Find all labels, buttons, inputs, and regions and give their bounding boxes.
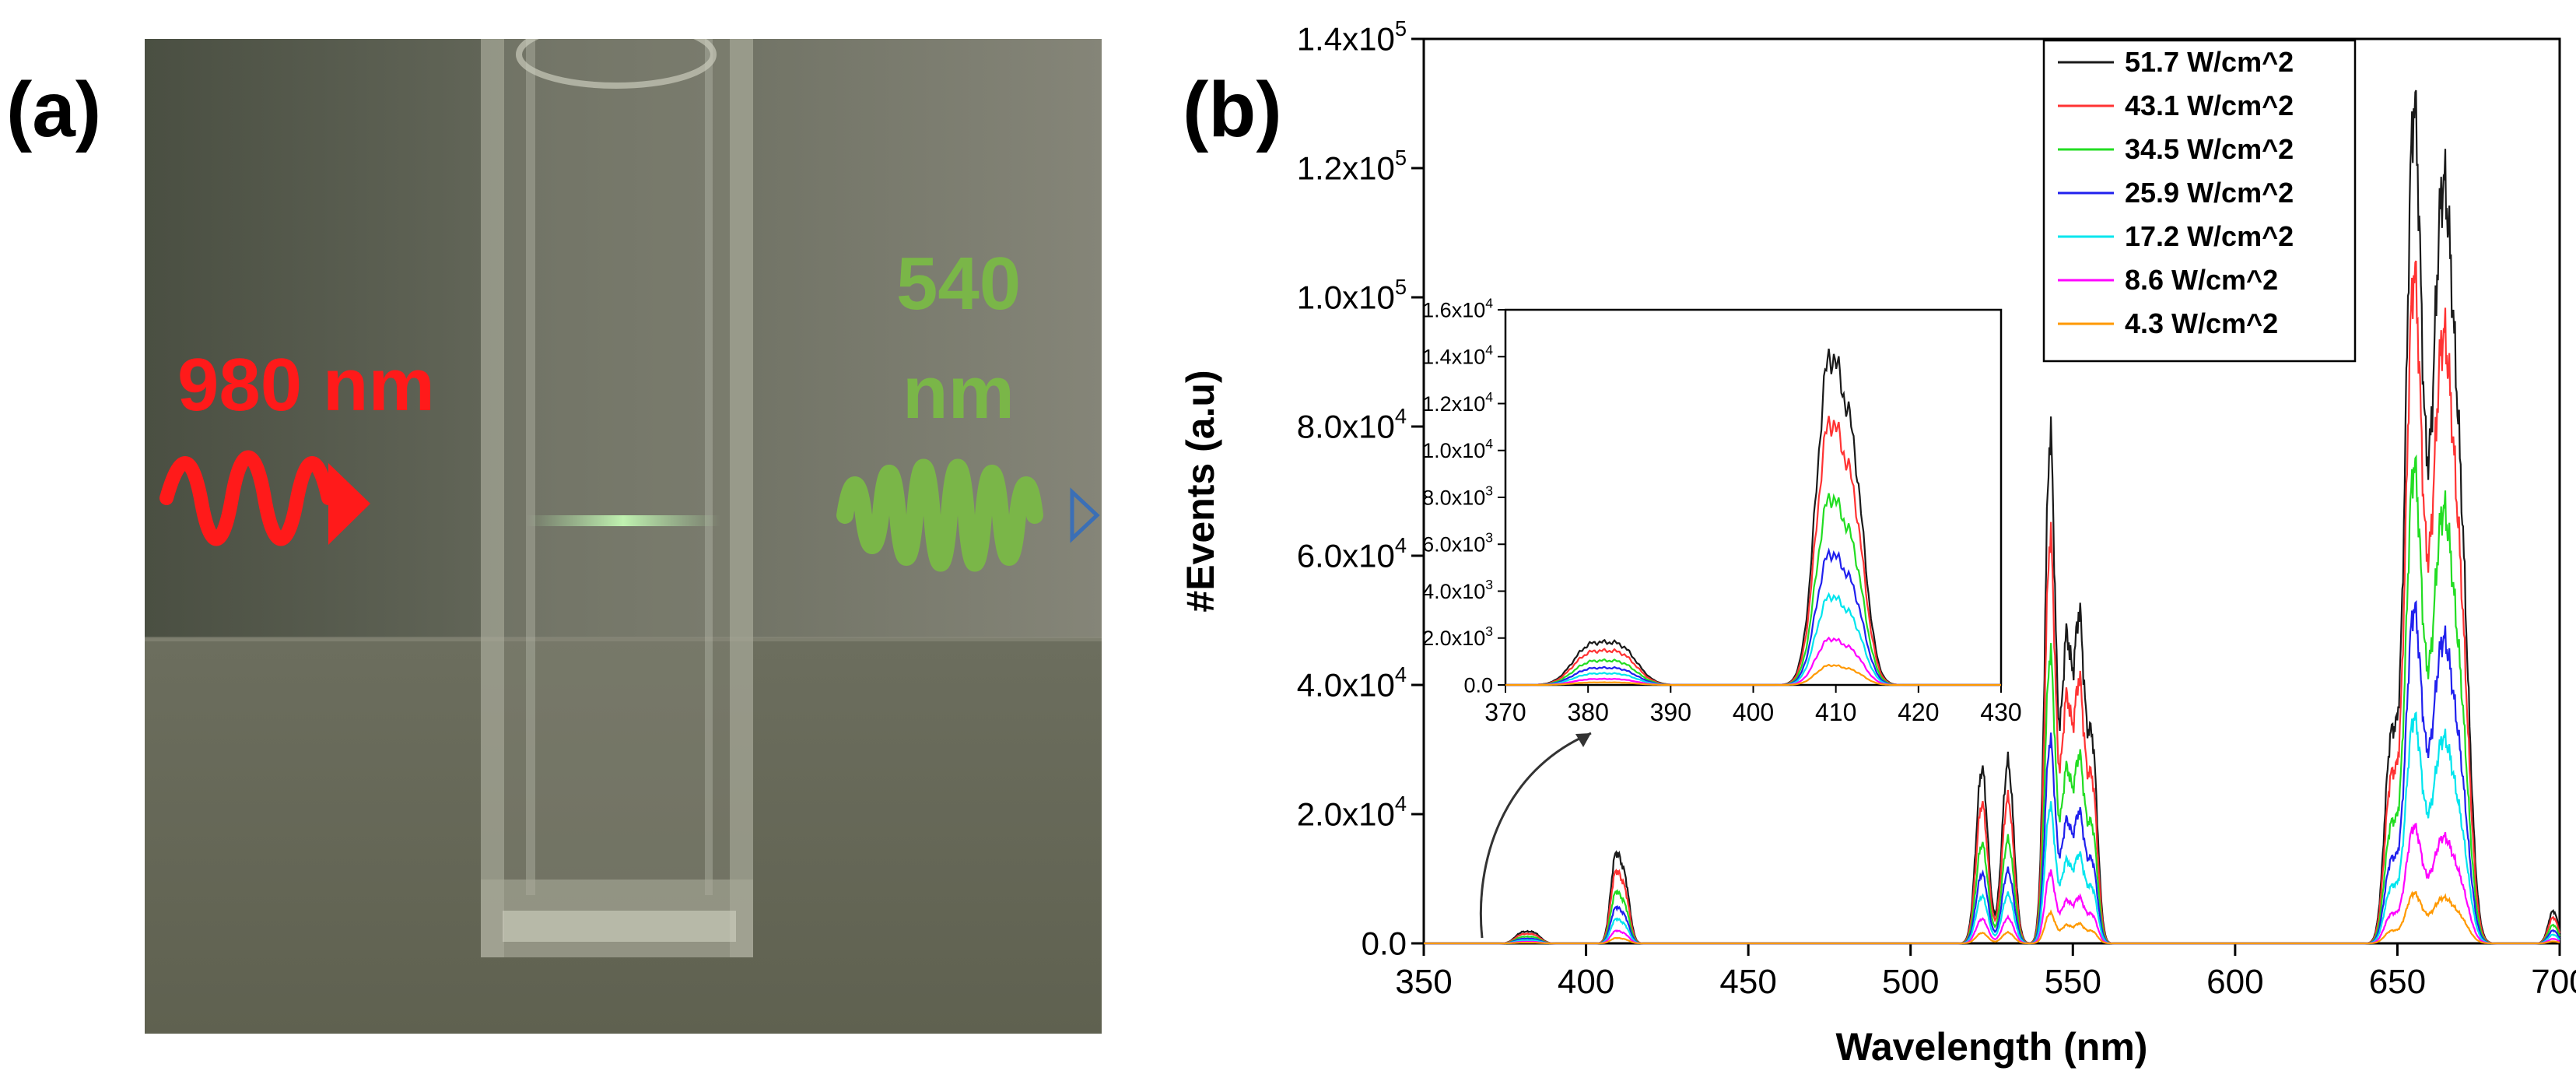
- main-ytick-label: 8.0x104: [1297, 404, 1407, 445]
- cuvette-inner-left: [526, 39, 535, 895]
- inset-series-7-line: [1505, 663, 2001, 686]
- inset-ytick-label: 8.0x103: [1422, 483, 1493, 509]
- main-ytick-label: 2.0x104: [1297, 792, 1407, 833]
- legend-label-6: 8.6 W/cm^2: [2125, 264, 2278, 296]
- main-ytick-label: 1.0x105: [1297, 275, 1407, 316]
- inset-ytick-label: 1.4x104: [1422, 342, 1493, 369]
- excitation-arrowhead-icon: [328, 463, 370, 545]
- main-ytick-label: 0.0: [1362, 925, 1407, 962]
- green-beam: [526, 515, 720, 526]
- emission-wavelength-label-line1: 540: [896, 242, 1022, 325]
- legend-label-4: 25.9 W/cm^2: [2125, 177, 2294, 209]
- inset-ytick-label: 2.0x103: [1422, 623, 1493, 650]
- cuvette-meniscus: [516, 39, 717, 89]
- cuvette-photo: 980 nm 540 nm: [145, 39, 1102, 1034]
- inset-ytick-label: 6.0x103: [1422, 530, 1493, 557]
- inset-plot: 370 380 390 400 410 420 430 0.0 2.0x103 4.0x103 6.…: [1422, 295, 2022, 726]
- inset-ytick-label: 0.0: [1463, 673, 1493, 697]
- main-ytick-label: 6.0x104: [1297, 533, 1407, 574]
- legend-box: [2042, 39, 2357, 363]
- inset-xtick-label: 420: [1898, 698, 1939, 726]
- cuvette-right-wall: [730, 39, 753, 957]
- inset-xtick-label: 390: [1650, 698, 1691, 726]
- cuvette-inner-right: [705, 39, 713, 895]
- cuvette-base-highlight: [503, 911, 736, 942]
- inset-xtick-label: 430: [1980, 698, 2021, 726]
- main-xtick-label: 500: [1882, 963, 1939, 1001]
- legend-label-5: 17.2 W/cm^2: [2125, 220, 2294, 252]
- main-series-7-line: [1424, 890, 2560, 945]
- legend-label-1: 51.7 W/cm^2: [2125, 46, 2294, 78]
- inset-xtick-label: 400: [1733, 698, 1774, 726]
- main-ytick-label: 1.2x105: [1297, 146, 1407, 187]
- inset-xtick-label: 410: [1815, 698, 1856, 726]
- inset-xtick-label: 380: [1567, 698, 1608, 726]
- excitation-wave-icon: [159, 450, 335, 546]
- inset-ytick-label: 1.6x104: [1422, 295, 1493, 321]
- emission-spectrum-chart: 350 400 450 500 550 600 650 700 0.0 2.0x104 4.0x10…: [1179, 16, 2576, 1069]
- main-xtick-label: 600: [2206, 963, 2263, 1001]
- main-xtick-label: 400: [1558, 963, 1614, 1001]
- excitation-wavelength-label: 980 nm: [177, 343, 435, 427]
- legend-label-2: 43.1 W/cm^2: [2125, 90, 2294, 121]
- emission-wavelength-label-line2: nm: [902, 351, 1015, 434]
- inset-ytick-label: 4.0x103: [1422, 577, 1493, 603]
- main-xtick-label: 650: [2369, 963, 2426, 1001]
- y-axis-title: #Events (a.u): [1179, 370, 1222, 612]
- inset-xtick-label: 370: [1484, 698, 1526, 726]
- inset-ytick-label: 1.2x104: [1422, 389, 1493, 416]
- cuvette-left-wall: [481, 39, 504, 957]
- main-xtick-label: 700: [2531, 963, 2576, 1001]
- cuvette-photo-drawing: [145, 39, 1102, 1034]
- emission-arrowhead-icon: [1070, 487, 1100, 543]
- inset-frame: [1504, 308, 2003, 686]
- main-ytick-label: 4.0x104: [1297, 662, 1407, 704]
- main-ytick-label: 1.4x105: [1297, 16, 1407, 58]
- main-xtick-label: 550: [2045, 963, 2101, 1001]
- x-axis-title: Wavelength (nm): [1836, 1025, 2148, 1069]
- table-surface: [145, 638, 1102, 1034]
- panel-a-label: (a): [6, 66, 102, 153]
- main-xtick-label: 350: [1395, 963, 1452, 1001]
- legend-label-7: 4.3 W/cm^2: [2125, 307, 2278, 339]
- legend-label-3: 34.5 W/cm^2: [2125, 133, 2294, 165]
- inset-pointer-arrowhead-icon: [1575, 733, 1591, 747]
- inset-ytick-label: 1.0x104: [1422, 436, 1493, 462]
- main-xtick-label: 450: [1719, 963, 1776, 1001]
- cuvette-body: [481, 39, 753, 957]
- emission-wave-icon: [836, 458, 1043, 572]
- table-edge: [145, 637, 1102, 641]
- panel-b-label: (b): [1183, 66, 1282, 153]
- inset-pointer-arrow: [1479, 732, 1592, 939]
- legend: 51.7 W/cm^2 43.1 W/cm^2 34.5 W/cm^2 25.9 W/…: [2042, 39, 2357, 363]
